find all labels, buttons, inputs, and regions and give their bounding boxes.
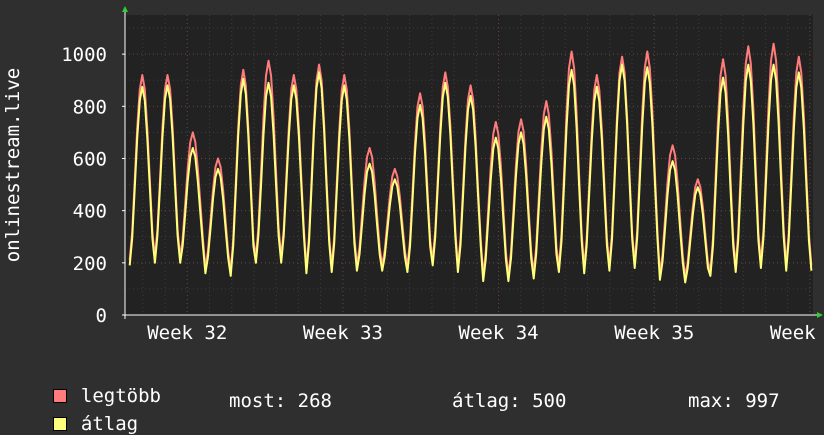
y-tick-label: 800 <box>73 96 107 118</box>
y-tick-label: 0 <box>96 305 107 327</box>
stat-max: max: 997 <box>688 390 780 412</box>
series-atlag-line <box>128 63 813 284</box>
x-tick-label: Week 35 <box>614 322 694 344</box>
x-axis-arrow <box>817 312 823 318</box>
series-atlag-layer <box>128 63 813 284</box>
stat-average: átlag: 500 <box>452 390 567 412</box>
series-legtobb-line <box>128 42 813 279</box>
x-tick-label: Week 32 <box>147 322 227 344</box>
legend-swatch-legtobb <box>52 389 67 403</box>
axes <box>122 6 823 319</box>
legend-item-legtobb: legtöbb <box>30 363 161 407</box>
y-tick-label: 400 <box>73 201 107 223</box>
y-tick-labels: 0 200 400 600 800 1000 <box>61 44 125 327</box>
x-tick-label: Week 36 <box>770 322 824 344</box>
legend-label-legtobb: legtöbb <box>80 385 161 407</box>
legend-swatch-atlag <box>52 417 67 431</box>
plot-area <box>125 15 813 315</box>
legend-label-atlag: átlag <box>80 413 139 435</box>
stat-now: most: 268 <box>229 390 332 412</box>
x-tick-labels: Week 32 Week 33 Week 34 Week 35 Week 36 <box>147 322 824 344</box>
y-tick-label: 600 <box>73 148 107 170</box>
legend-item-atlag: átlag <box>30 391 138 435</box>
x-tick-label: Week 34 <box>459 322 539 344</box>
y-axis-arrow <box>122 6 128 12</box>
y-tick-label: 200 <box>73 253 107 275</box>
series-legtobb-layer <box>128 42 813 279</box>
y-tick-label: 1000 <box>61 44 107 66</box>
y-axis-label: onlinestream.live <box>2 68 24 262</box>
x-tick-label: Week 33 <box>303 322 383 344</box>
